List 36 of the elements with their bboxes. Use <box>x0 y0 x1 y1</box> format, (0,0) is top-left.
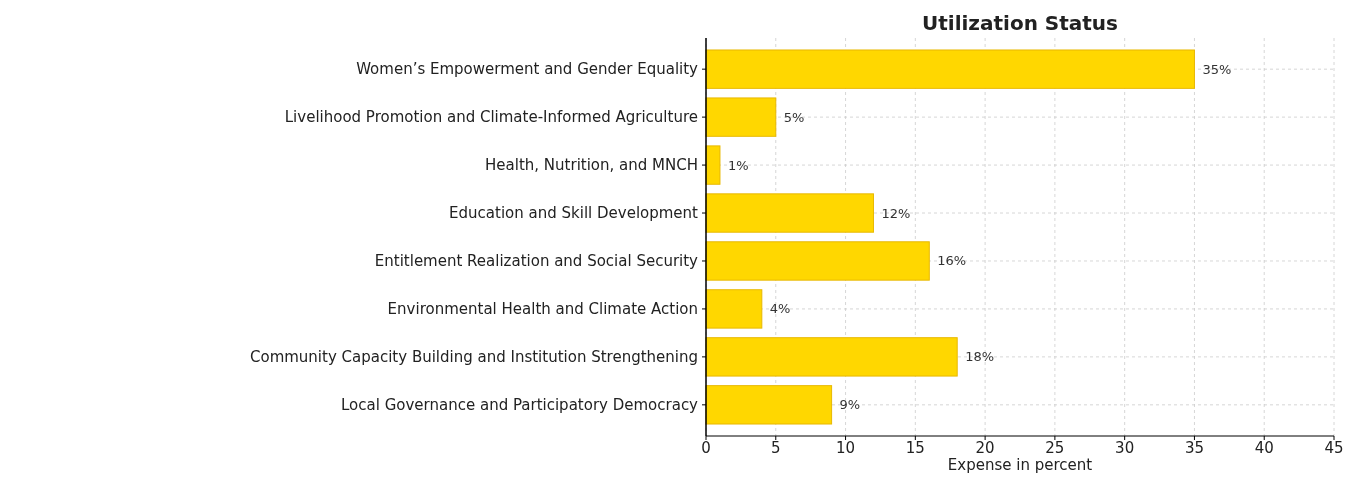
data-label: 16% <box>937 253 967 269</box>
bar <box>705 193 874 233</box>
y-tick-label: Entitlement Realization and Social Security <box>374 251 699 270</box>
x-tick-label: 35 <box>1184 439 1204 457</box>
x-tick-label: 25 <box>1045 439 1065 457</box>
x-tick-label: 15 <box>905 439 925 457</box>
x-tick-label: 0 <box>701 439 711 457</box>
bar <box>705 145 721 185</box>
bar <box>705 241 930 281</box>
x-tick-label: 40 <box>1254 439 1274 457</box>
y-tick-label: Livelihood Promotion and Climate-Informed Agriculture <box>284 108 698 127</box>
y-tick-label: Environmental Health and Climate Action <box>387 299 698 318</box>
x-tick-label: 5 <box>771 439 781 457</box>
data-label: 18% <box>965 349 995 365</box>
data-label: 35% <box>1202 61 1232 77</box>
x-tick-label: 45 <box>1324 439 1344 457</box>
bar <box>705 337 958 377</box>
data-label: 12% <box>881 205 911 221</box>
y-tick-label: Local Governance and Participatory Democracy <box>341 395 699 414</box>
bar <box>705 385 833 425</box>
y-tick-label: Education and Skill Development <box>449 204 699 223</box>
bar <box>705 289 763 329</box>
data-label: 5% <box>783 109 805 125</box>
bar <box>705 97 777 137</box>
x-tick-label: 30 <box>1115 439 1135 457</box>
data-label: 9% <box>839 397 861 413</box>
y-tick-label: Health, Nutrition, and MNCH <box>485 156 698 175</box>
bar <box>705 49 1195 89</box>
y-tick-label: Women’s Empowerment and Gender Equality <box>356 60 699 79</box>
data-label: 1% <box>727 157 749 173</box>
data-label: 4% <box>769 301 791 317</box>
chart-title: Utilization Status <box>921 11 1119 35</box>
x-tick-label: 10 <box>836 439 856 457</box>
y-tick-label: Community Capacity Building and Institution Strengthening <box>249 347 698 366</box>
x-tick-label: 20 <box>975 439 995 457</box>
x-axis-title: Expense in percent <box>947 456 1093 474</box>
